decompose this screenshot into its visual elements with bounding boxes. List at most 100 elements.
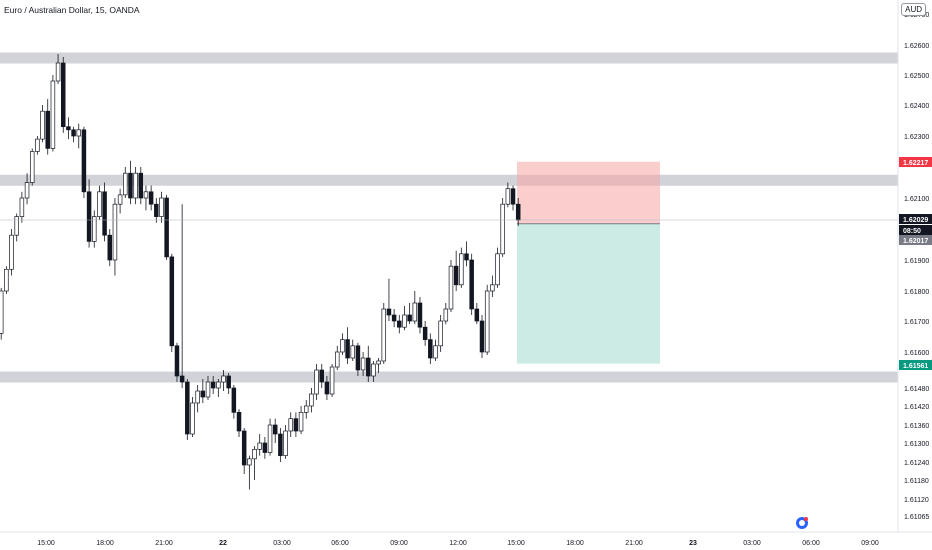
time-tick-label: 06:00 <box>331 540 349 547</box>
candle <box>40 105 45 143</box>
candle <box>479 315 485 358</box>
candle <box>138 167 144 205</box>
price-tick-label: 1.62300 <box>904 134 929 141</box>
candle <box>278 428 283 462</box>
candle <box>190 397 195 437</box>
zone-band[interactable] <box>0 174 898 186</box>
price-tick-label: 1.61600 <box>904 350 929 357</box>
price-tick-label: 1.61900 <box>904 258 929 265</box>
candle <box>241 428 247 474</box>
take-profit-zone[interactable] <box>517 223 660 364</box>
candle <box>366 345 371 382</box>
candle <box>97 185 102 220</box>
svg-text:1.61561: 1.61561 <box>903 363 928 370</box>
candle <box>340 333 345 355</box>
candle <box>288 412 293 437</box>
candle <box>391 309 397 328</box>
price-tick-label: 1.61800 <box>904 289 929 296</box>
candle <box>35 136 40 155</box>
candle <box>24 173 30 205</box>
price-tick-label: 1.61700 <box>904 319 929 326</box>
time-tick-label: 22 <box>219 540 227 547</box>
candle <box>495 247 500 288</box>
candle <box>164 194 169 260</box>
candle <box>4 266 9 294</box>
candles-layer <box>0 54 521 490</box>
candle <box>314 364 319 400</box>
candle <box>50 75 56 152</box>
candle <box>179 204 185 388</box>
candle <box>428 333 433 364</box>
price-tick-label: 1.62500 <box>904 73 929 80</box>
candle <box>112 198 118 276</box>
candle <box>71 126 76 143</box>
time-axis[interactable]: 15:00 18:00 21:00 22 03:00 06:00 09:00 12:00 15:… <box>0 531 932 547</box>
candle <box>0 287 4 340</box>
price-axis[interactable]: 1.627001.626001.625001.624001.623001.621… <box>897 0 929 532</box>
tradingview-logo-icon <box>796 517 808 529</box>
candle <box>185 379 190 440</box>
candle <box>159 191 164 223</box>
candle <box>169 253 175 352</box>
price-tick-label: 1.61480 <box>904 386 929 393</box>
candle <box>469 253 474 315</box>
candle <box>500 198 505 257</box>
candle <box>76 123 81 149</box>
zone-band[interactable] <box>0 52 898 64</box>
candle <box>484 284 490 355</box>
price-tick-label: 1.62400 <box>904 103 929 110</box>
time-tick-label: 03:00 <box>273 540 291 547</box>
time-tick-label: 03:00 <box>743 540 761 547</box>
candle <box>154 198 159 223</box>
zones-layer <box>0 52 898 383</box>
price-tick-label: 1.61300 <box>904 441 929 448</box>
candle <box>66 117 71 140</box>
candle <box>148 185 154 211</box>
candle <box>355 342 361 376</box>
candle <box>143 185 149 211</box>
candle <box>283 425 288 459</box>
price-tick-label: 1.61240 <box>904 460 929 467</box>
stop-loss-zone[interactable] <box>517 161 660 224</box>
candle <box>14 213 19 242</box>
candle <box>412 291 418 325</box>
axis-price-label: 1.62217 <box>899 157 932 167</box>
time-tick-label: 06:00 <box>802 540 820 547</box>
candle <box>195 385 200 413</box>
axis-price-label: 08:50 <box>899 225 932 235</box>
candle <box>221 370 226 391</box>
position-tool[interactable] <box>517 161 660 364</box>
candle <box>262 437 268 459</box>
candle <box>303 400 309 419</box>
candle <box>252 446 257 480</box>
price-tick-label: 1.62600 <box>904 43 929 50</box>
time-tick-label: 18:00 <box>566 540 584 547</box>
candle <box>324 376 330 400</box>
candle <box>371 361 376 382</box>
candle <box>128 160 133 205</box>
candle <box>417 297 423 334</box>
time-tick-label: 09:00 <box>390 540 408 547</box>
candle <box>210 376 216 394</box>
candle <box>19 191 25 223</box>
currency-button[interactable]: AUD <box>901 3 926 16</box>
candle <box>123 167 128 198</box>
candle <box>293 412 299 437</box>
zone-band[interactable] <box>0 371 898 383</box>
candle <box>107 229 113 267</box>
candle <box>438 315 443 352</box>
candle <box>345 327 350 364</box>
candle <box>490 275 495 297</box>
price-tick-label: 1.62100 <box>904 196 929 203</box>
svg-text:08:50: 08:50 <box>903 228 921 235</box>
candle <box>231 385 237 419</box>
candle <box>174 342 180 382</box>
symbol-title: Euro / Australian Dollar, 15, OANDA <box>4 5 140 15</box>
time-tick-label: 23 <box>689 540 697 547</box>
price-tick-label: 1.61420 <box>904 404 929 411</box>
candle <box>350 339 356 361</box>
candle <box>117 188 123 214</box>
candle <box>335 345 340 370</box>
